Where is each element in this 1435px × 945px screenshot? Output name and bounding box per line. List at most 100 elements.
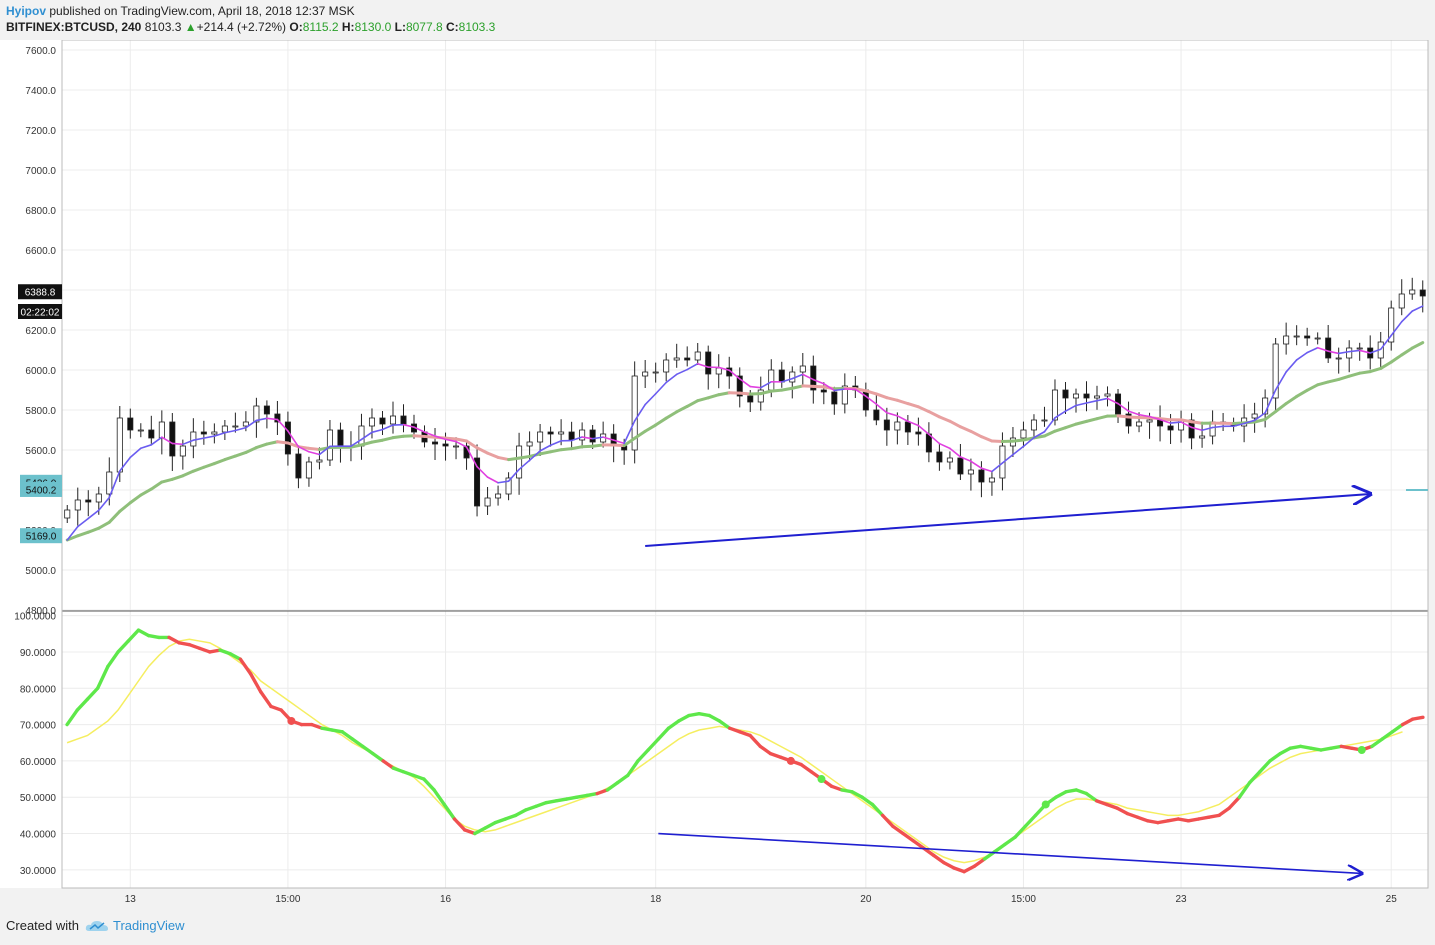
fast-ma-segment: [97, 496, 111, 512]
fast-ma-segment: [1012, 445, 1025, 456]
oscillator-segment: [1309, 746, 1323, 752]
candle-up: [642, 371, 649, 377]
fast-ma-segment: [812, 378, 825, 385]
fast-ma-segment: [1411, 305, 1424, 312]
low-label: L:: [394, 20, 406, 34]
oscillator-segment: [1145, 819, 1160, 825]
slow-ma-segment: [769, 388, 784, 393]
fast-ma-segment: [1337, 350, 1350, 355]
fast-ma-segment: [245, 419, 258, 429]
fast-ma-segment: [1369, 348, 1382, 354]
candle-up: [106, 471, 113, 495]
slow-ma-segment: [191, 465, 206, 473]
oscillator-segment: [564, 795, 579, 801]
cross-up-marker: [1357, 746, 1366, 754]
fast-ma-segment: [1106, 397, 1119, 405]
candle-up: [1409, 289, 1416, 295]
oscillator-segment: [177, 641, 192, 647]
oscillator-segment: [1196, 815, 1211, 821]
fast-ma-segment: [717, 366, 731, 372]
time-tick-label: 15:00: [275, 894, 300, 905]
fast-ma-segment: [980, 467, 993, 473]
fast-ma-segment: [1327, 350, 1340, 355]
slow-ma-segment: [675, 404, 689, 414]
fast-ma-segment: [581, 436, 594, 440]
slow-ma-segment: [370, 438, 384, 444]
chart-svg[interactable]: 7600.07400.07200.07000.06800.06600.06400…: [0, 39, 1435, 910]
fast-ma-segment: [171, 442, 184, 446]
price-tick-label: 7000.0: [25, 166, 56, 177]
slow-ma-segment: [1379, 360, 1393, 370]
candle-up: [221, 425, 228, 433]
candle-down: [295, 453, 302, 479]
slow-ma-segment: [927, 410, 941, 419]
slow-ma-segment: [1053, 426, 1067, 433]
slow-ma-segment: [65, 534, 80, 542]
slow-ma-segment: [759, 389, 773, 396]
fast-ma-segment: [1264, 389, 1277, 414]
slow-ma-segment: [412, 434, 427, 438]
fast-ma-segment: [465, 446, 478, 468]
oscillator-segment: [840, 788, 854, 794]
oscillator-segment: [381, 759, 396, 770]
slow-ma-segment: [591, 443, 605, 448]
slow-ma-segment: [612, 443, 626, 448]
slow-ma-segment: [538, 450, 553, 456]
oscillator-segment: [738, 730, 752, 738]
fast-ma-segment: [780, 377, 794, 383]
slow-ma-segment: [170, 474, 185, 481]
fast-ma-segment: [591, 436, 604, 440]
fast-ma-segment: [928, 433, 941, 445]
slow-ma-segment: [717, 391, 731, 397]
fast-ma-segment: [801, 373, 815, 381]
high-value: 8130.0: [354, 20, 392, 34]
candle-up: [232, 425, 239, 428]
close-label: C:: [445, 20, 459, 34]
fast-ma-segment: [287, 430, 300, 448]
fast-ma-segment: [738, 378, 752, 388]
author-link[interactable]: Hyipov: [6, 4, 47, 18]
candle-up: [768, 369, 775, 391]
candle-up: [757, 389, 764, 403]
oscillator-segment: [432, 788, 446, 807]
oscillator-segment: [799, 762, 813, 774]
fast-ma-segment: [381, 424, 394, 431]
slow-ma-segment: [990, 439, 1004, 444]
oscillator-segment: [656, 726, 671, 741]
candle-up: [652, 371, 659, 374]
fast-ma-segment: [476, 465, 489, 478]
low-value: 8077.8: [405, 20, 443, 34]
oscillator-segment: [218, 648, 232, 656]
fast-ma-segment: [1316, 346, 1329, 352]
time-tick-label: 20: [860, 894, 872, 905]
fast-ma-segment: [1348, 349, 1361, 353]
fast-ma-segment: [833, 388, 846, 392]
oscillator-segment: [524, 804, 538, 812]
osc-tick-label: 30.0000: [20, 866, 57, 877]
candle-down: [148, 429, 155, 439]
oscillator-segment: [1207, 813, 1221, 819]
candle-up: [242, 421, 249, 427]
candle-down: [589, 429, 596, 443]
oscillator-segment: [595, 788, 610, 796]
fast-ma-segment: [1085, 399, 1098, 404]
candle-up: [1020, 429, 1027, 439]
fast-ma-segment: [791, 373, 804, 380]
candle-down: [978, 469, 985, 483]
oscillator-segment: [452, 817, 467, 832]
slow-ma-segment: [1127, 415, 1141, 419]
chart-area[interactable]: 7600.07400.07200.07000.06800.06600.06400…: [0, 39, 1435, 910]
fast-ma-segment: [118, 456, 132, 472]
tradingview-link[interactable]: TradingView: [85, 918, 185, 933]
slow-ma-segment: [1253, 417, 1267, 424]
oscillator-segment: [829, 784, 844, 792]
slow-ma-segment: [958, 425, 973, 433]
candle-up: [558, 431, 565, 435]
candle-down: [1304, 335, 1311, 339]
oscillator-segment: [1003, 835, 1017, 847]
oscillator-segment: [1390, 722, 1405, 734]
candle-down: [862, 389, 869, 411]
candle-up: [305, 461, 312, 479]
slow-ma-segment: [307, 446, 321, 452]
candle-up: [116, 417, 123, 473]
